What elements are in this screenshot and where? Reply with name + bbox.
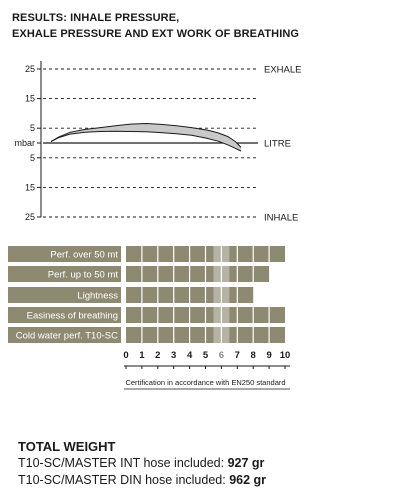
total-weight-section: TOTAL WEIGHT T10-SC/MASTER INT hose incl… (18, 438, 398, 489)
y-tick-label: 25 (25, 212, 35, 222)
bar-x-tick-label: 1 (139, 350, 145, 361)
right-axis-label: EXHALE (264, 65, 302, 76)
bar-x-tick-label: 10 (280, 350, 291, 361)
bar-label-box (8, 246, 121, 262)
certification-note: Certification in accordance with EN250 s… (125, 378, 285, 387)
bar-value (126, 266, 270, 282)
bar-x-tick-label: 7 (235, 350, 240, 361)
highlight-column (213, 246, 230, 343)
right-axis-label: INHALE (264, 213, 298, 224)
bar-category-label: Cold water perf. T10-SC (16, 331, 118, 342)
bar-label-box (8, 287, 121, 303)
work-of-breathing-band (51, 123, 241, 151)
right-axis-label: LITRE (264, 139, 291, 150)
y-tick-label: 5 (30, 123, 35, 133)
bar-x-tick-label: 4 (187, 350, 193, 361)
chart-title: RESULTS: INHALE PRESSURE, EXHALE PRESSUR… (12, 10, 392, 42)
weight-value-int: 927 gr (227, 456, 265, 470)
bar-category-label: Lightness (77, 291, 118, 302)
bar-x-tick-label: 6 (219, 350, 224, 361)
y-tick-label: 15 (25, 182, 35, 192)
bar-x-tick-label: 0 (123, 350, 128, 361)
bar-label-box (8, 307, 121, 323)
weight-line-int: T10-SC/MASTER INT hose included: 927 gr (18, 455, 398, 472)
bar-x-tick-label: 3 (171, 350, 176, 361)
bar-x-tick-label: 9 (266, 350, 271, 361)
upper-curve (50, 122, 242, 148)
y-tick-label: 25 (25, 64, 35, 74)
bar-label-box (8, 266, 121, 282)
total-weight-title: TOTAL WEIGHT (18, 439, 116, 454)
bar-x-tick-label: 2 (155, 350, 160, 361)
lower-curve (50, 130, 242, 152)
weight-label-din: T10-SC/MASTER DIN hose included: (18, 473, 230, 487)
weight-line-din: T10-SC/MASTER DIN hose included: 962 gr (18, 472, 398, 489)
bar-category-label: Perf. over 50 mt (50, 250, 118, 261)
bar-x-tick-label: 8 (251, 350, 256, 361)
y-tick-label: 15 (25, 94, 35, 104)
y-tick-label: mbar (14, 138, 35, 148)
chart-title-line-1: RESULTS: INHALE PRESSURE, (12, 12, 180, 24)
bar-label-box (8, 327, 121, 343)
y-tick-label: 5 (30, 153, 35, 163)
bar-x-tick-label: 5 (203, 350, 209, 361)
weight-label-int: T10-SC/MASTER INT hose included: (18, 456, 228, 470)
chart-title-line-2: EXHALE PRESSURE AND EXT WORK OF BREATHIN… (12, 28, 300, 40)
bar-category-label: Easiness of breathing (27, 311, 118, 322)
bar-category-label: Perf. up to 50 mt (48, 270, 119, 281)
weight-value-din: 962 gr (229, 473, 267, 487)
